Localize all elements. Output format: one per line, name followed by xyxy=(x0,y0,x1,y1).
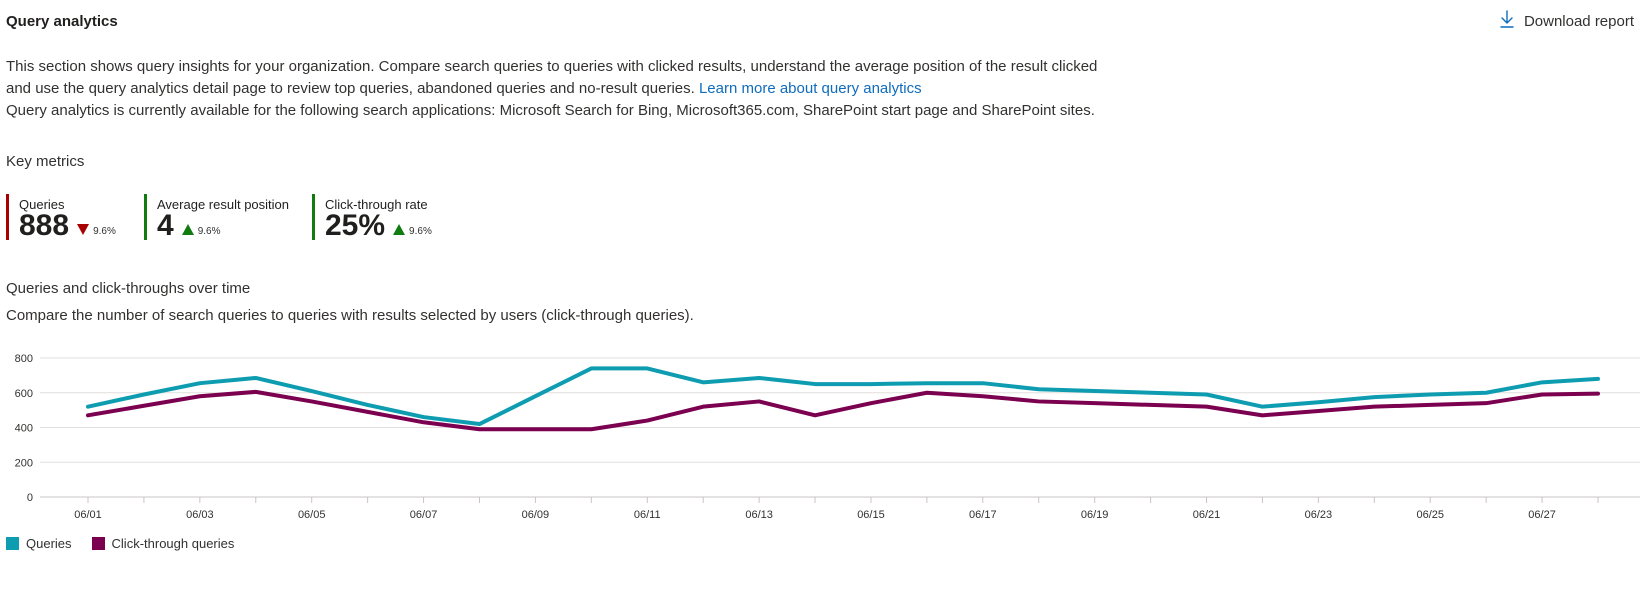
key-metrics-heading: Key metrics xyxy=(6,153,85,170)
y-tick-label: 800 xyxy=(15,353,33,365)
x-tick-label: 06/21 xyxy=(1193,509,1221,520)
x-tick-label: 06/11 xyxy=(634,509,661,520)
x-tick-label: 06/19 xyxy=(1081,509,1109,520)
x-tick-label: 06/25 xyxy=(1416,509,1444,520)
metric-value: 25% xyxy=(325,209,386,242)
legend-swatch xyxy=(91,537,105,550)
metric-name: Average result position xyxy=(157,197,290,212)
x-tick-label: 06/07 xyxy=(410,509,438,520)
metric-indicator-bar xyxy=(312,194,315,240)
metric-indicator-bar xyxy=(6,194,9,240)
line-chart: 0 200 400 600 800 06/01 06/03 06/05 06/07 06/09 06… xyxy=(15,353,1640,520)
x-tick-label: 06/27 xyxy=(1528,509,1556,520)
arrow-down-icon xyxy=(77,224,90,238)
chart-subtitle: Compare the number of search queries to … xyxy=(6,307,694,324)
download-report-label: Download report xyxy=(1523,13,1634,30)
x-tick-label: 06/05 xyxy=(298,509,326,520)
metric-name: Click-through rate xyxy=(325,197,428,212)
metric-name: Queries xyxy=(19,197,65,212)
arrow-up-icon xyxy=(393,224,406,238)
description-line-3: Query analytics is currently available f… xyxy=(6,102,1095,119)
metric-click-through-rate: Click-through rate 25% 9.6% xyxy=(312,194,465,242)
section-description: This section shows query insights for yo… xyxy=(6,56,1206,122)
arrow-up-icon xyxy=(181,224,194,238)
x-tick-label: 06/09 xyxy=(522,509,550,520)
legend-item-queries[interactable]: Queries xyxy=(6,536,72,551)
x-tick-label: 06/17 xyxy=(969,509,997,520)
x-tick-label: 06/13 xyxy=(745,509,773,520)
x-tick-label: 06/15 xyxy=(857,509,885,520)
description-line-1: This section shows query insights for yo… xyxy=(6,58,1098,75)
download-report-button[interactable]: Download report xyxy=(1500,10,1634,33)
metric-delta: 9.6% xyxy=(197,225,221,237)
key-metrics: Queries 888 9.6% Average result position… xyxy=(6,194,465,242)
download-icon xyxy=(1500,10,1514,33)
metric-average-result-position: Average result position 4 9.6% xyxy=(144,194,312,242)
chart-legend: Queries Click-through queries xyxy=(6,536,234,551)
metric-value: 888 xyxy=(19,209,70,242)
x-tick-label: 06/01 xyxy=(74,509,102,520)
y-tick-label: 400 xyxy=(15,423,33,435)
metric-delta: 9.6% xyxy=(93,225,116,237)
legend-label: Queries xyxy=(26,536,72,551)
chart-heading: Queries and click-throughs over time xyxy=(6,280,251,297)
x-tick-label: 06/03 xyxy=(186,509,214,520)
legend-label: Click-through queries xyxy=(111,536,235,551)
series-line-queries xyxy=(86,366,1600,427)
y-tick-label: 200 xyxy=(15,457,33,469)
description-line-2: and use the query analytics detail page … xyxy=(6,80,695,97)
y-tick-label: 600 xyxy=(15,388,33,400)
x-tick-label: 06/23 xyxy=(1305,509,1333,520)
page-title: Query analytics xyxy=(6,13,118,30)
metric-queries: Queries 888 9.6% xyxy=(6,194,144,242)
metric-value: 4 xyxy=(157,209,174,242)
legend-swatch xyxy=(6,537,19,550)
learn-more-link[interactable]: Learn more about query analytics xyxy=(698,80,922,97)
metric-delta: 9.6% xyxy=(409,225,432,237)
series-line-click-through-queries xyxy=(86,389,1600,432)
y-tick-label: 0 xyxy=(27,492,33,504)
legend-item-click-through-queries[interactable]: Click-through queries xyxy=(91,536,235,551)
metric-indicator-bar xyxy=(144,194,147,240)
